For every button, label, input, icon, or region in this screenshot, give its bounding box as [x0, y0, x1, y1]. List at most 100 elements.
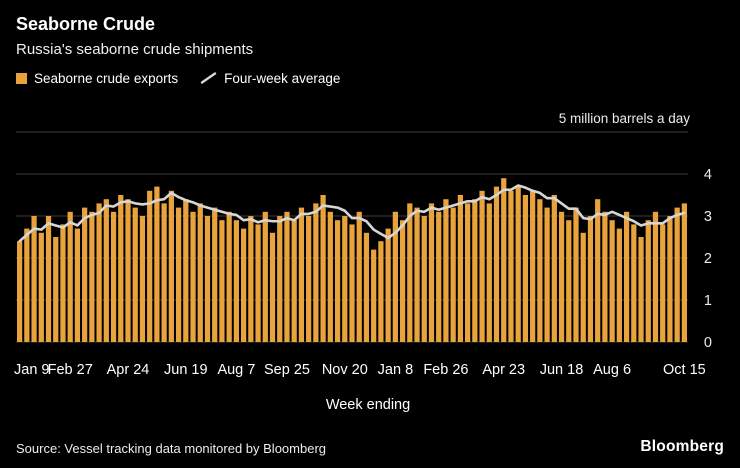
bar — [241, 228, 247, 342]
svg-text:Apr 24: Apr 24 — [107, 362, 150, 378]
svg-text:2: 2 — [704, 251, 712, 267]
bar — [269, 232, 276, 342]
svg-text:1: 1 — [704, 293, 712, 309]
bar — [436, 211, 442, 342]
bar — [82, 207, 88, 342]
bar — [125, 199, 131, 342]
bar — [45, 216, 52, 342]
bar — [602, 211, 608, 342]
chart-title: Seaborne Crude — [16, 14, 156, 34]
bar — [544, 207, 550, 342]
bar — [356, 211, 362, 342]
svg-text:3: 3 — [704, 209, 712, 225]
bar — [175, 207, 182, 342]
bar — [212, 207, 218, 342]
bar — [508, 190, 514, 342]
legend-label-exports: Seaborne crude exports — [34, 70, 179, 86]
bar — [306, 216, 312, 342]
bar — [168, 190, 174, 342]
bar — [327, 211, 333, 342]
bar — [132, 207, 138, 342]
bar — [161, 203, 167, 342]
bar — [457, 195, 463, 342]
bar — [233, 220, 239, 342]
svg-text:Jan 8: Jan 8 — [378, 362, 413, 378]
bar — [522, 195, 529, 342]
bar — [154, 186, 160, 342]
bar — [371, 249, 377, 342]
bar — [204, 216, 211, 342]
bar — [139, 216, 146, 342]
bar — [197, 203, 203, 342]
legend: Seaborne crude exports Four-week average — [16, 71, 724, 86]
bar — [53, 237, 59, 342]
bar — [414, 207, 420, 342]
bar — [595, 199, 601, 342]
legend-item-exports: Seaborne crude exports — [16, 71, 178, 86]
bar — [255, 224, 261, 342]
bar — [363, 232, 370, 342]
bar — [609, 220, 615, 342]
bar — [667, 216, 673, 342]
bar — [443, 199, 449, 342]
bar — [558, 211, 565, 342]
chart-header: Seaborne Crude Russia's seaborne crude s… — [16, 14, 724, 86]
y-axis-labels: 0 1 2 3 4 — [704, 167, 712, 351]
legend-label-average: Four-week average — [224, 70, 341, 86]
source-note: Source: Vessel tracking data monitored b… — [16, 441, 327, 456]
bar — [660, 224, 666, 342]
bar — [190, 211, 196, 342]
bar — [74, 228, 81, 342]
bar — [399, 220, 406, 342]
svg-text:0: 0 — [704, 335, 712, 351]
svg-text:4: 4 — [704, 167, 712, 183]
bar — [334, 220, 341, 342]
bar — [96, 203, 102, 342]
bar — [38, 232, 44, 342]
bar — [291, 220, 297, 342]
chart-subtitle: Russia's seaborne crude shipments — [16, 40, 254, 58]
bar — [573, 207, 579, 342]
bar — [645, 220, 651, 342]
bar — [24, 228, 30, 342]
bar — [681, 203, 687, 342]
bar — [378, 241, 384, 342]
unit-label: 5 million barrels a day — [559, 111, 691, 126]
svg-text:Oct 15: Oct 15 — [663, 362, 706, 378]
bar — [537, 199, 543, 342]
bar — [421, 216, 427, 342]
bars-series — [17, 178, 687, 342]
bar — [493, 186, 500, 342]
bar — [262, 211, 268, 342]
svg-text:Jun 18: Jun 18 — [540, 362, 584, 378]
bar — [486, 203, 492, 342]
svg-text:Nov 20: Nov 20 — [322, 362, 368, 378]
bar — [385, 228, 391, 342]
chart-footer: Source: Vessel tracking data monitored b… — [16, 438, 724, 456]
svg-text:Sep 25: Sep 25 — [264, 362, 310, 378]
bar — [89, 211, 95, 342]
bar — [472, 199, 478, 342]
x-axis-title: Week ending — [326, 397, 410, 413]
svg-text:Jan 9: Jan 9 — [14, 362, 49, 378]
bar — [638, 237, 644, 342]
bloomberg-logo: Bloomberg — [640, 438, 724, 455]
svg-text:Aug 7: Aug 7 — [217, 362, 255, 378]
bar — [147, 190, 153, 342]
bar — [623, 211, 630, 342]
bar — [226, 211, 232, 342]
bar — [342, 216, 348, 342]
bar — [110, 211, 117, 342]
bar — [530, 190, 536, 342]
bar — [183, 199, 189, 342]
bar — [450, 207, 456, 342]
bar — [465, 203, 471, 342]
bar — [103, 199, 109, 342]
bar — [60, 224, 66, 342]
bar — [652, 211, 659, 342]
bar — [313, 203, 319, 342]
svg-text:Jun 19: Jun 19 — [164, 362, 208, 378]
bar — [320, 195, 326, 342]
